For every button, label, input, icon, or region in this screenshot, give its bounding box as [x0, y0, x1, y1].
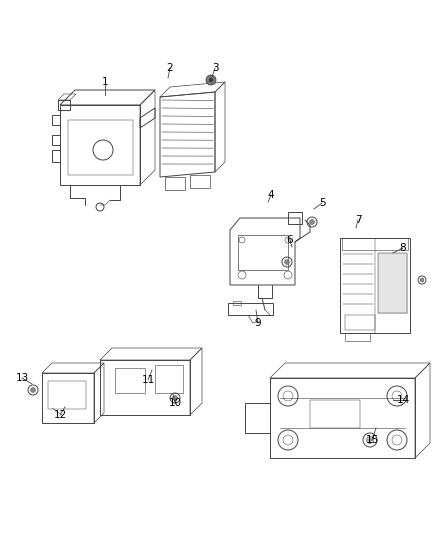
Text: 3: 3	[212, 63, 218, 73]
Bar	[155, 365, 183, 393]
Circle shape	[209, 78, 213, 82]
Bar	[48, 381, 86, 409]
Circle shape	[367, 437, 374, 443]
Text: 11: 11	[141, 375, 155, 385]
Bar	[233, 301, 241, 305]
Bar	[310, 400, 360, 428]
Text: 9: 9	[254, 318, 261, 328]
Text: 6: 6	[287, 235, 293, 245]
Circle shape	[206, 75, 216, 85]
Text: 2: 2	[167, 63, 173, 73]
Bar	[228, 303, 273, 315]
Text: 4: 4	[268, 190, 274, 200]
Text: 1: 1	[102, 77, 108, 87]
Bar	[288, 212, 302, 224]
Text: 7: 7	[355, 215, 361, 225]
Bar	[345, 315, 375, 330]
Circle shape	[285, 260, 290, 264]
Bar	[68, 120, 133, 175]
Text: 8: 8	[400, 243, 406, 253]
Circle shape	[173, 395, 177, 400]
Bar	[115, 368, 145, 393]
Text: 12: 12	[53, 410, 67, 420]
Text: 13: 13	[15, 373, 28, 383]
Circle shape	[31, 387, 35, 392]
Text: 5: 5	[319, 198, 325, 208]
Bar	[238, 235, 288, 270]
Circle shape	[310, 220, 314, 224]
Circle shape	[420, 278, 424, 282]
Bar	[378, 253, 407, 313]
Bar	[245, 403, 270, 433]
Bar	[342, 238, 408, 250]
Text: 15: 15	[365, 435, 378, 445]
Text: 14: 14	[396, 395, 410, 405]
Text: 10: 10	[169, 398, 182, 408]
